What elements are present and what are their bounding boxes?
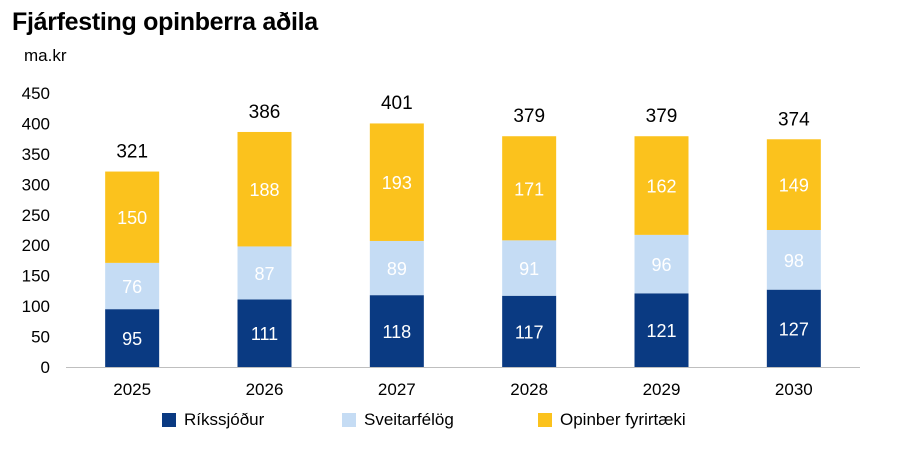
bar-segment-2025-series-1 <box>105 262 160 310</box>
bar-segment-2028-series-1 <box>502 240 557 296</box>
data-label-2029-series-2: 162 <box>646 177 676 197</box>
data-label-2028-series-1: 91 <box>519 259 539 279</box>
bar-segment-2027-series-0 <box>369 295 424 367</box>
bar-segment-2028-series-2 <box>502 136 557 241</box>
x-tick-label-2028: 2028 <box>510 380 548 399</box>
bar-segment-2029-series-1 <box>634 234 689 294</box>
chart-title: Fjárfesting opinberra aðila <box>12 8 318 36</box>
bar-segment-2030-series-2 <box>766 139 821 230</box>
bar-segment-2026-series-2 <box>237 131 292 247</box>
legend-item-opinber-fyrirtaeki: Opinber fyrirtæki <box>538 410 686 430</box>
data-label-2030-series-2: 149 <box>779 176 809 196</box>
total-label-2030: 374 <box>778 109 810 130</box>
bar-segment-2029-series-0 <box>634 293 689 367</box>
bar-segment-2025-series-0 <box>105 309 160 367</box>
legend-label-rikissjodur: Ríkssjóður <box>184 410 265 429</box>
data-label-2026-series-2: 188 <box>249 180 279 200</box>
data-label-2026-series-0: 111 <box>251 324 278 344</box>
bar-segment-2028-series-0 <box>502 295 557 367</box>
legend-item-sveitarfelog: Sveitarfélög <box>342 410 454 430</box>
data-label-2025-series-2: 150 <box>117 208 147 228</box>
x-tick-label-2029: 2029 <box>643 380 681 399</box>
data-label-2025-series-1: 76 <box>122 277 142 297</box>
total-label-2029: 379 <box>646 106 678 127</box>
bar-segment-2026-series-1 <box>237 246 292 300</box>
x-tick-label-2025: 2025 <box>113 380 151 399</box>
x-tick-label-2027: 2027 <box>378 380 416 399</box>
legend-item-rikissjodur: Ríkssjóður <box>162 410 264 430</box>
y-tick-label-300: 300 <box>22 175 50 194</box>
data-label-2026-series-1: 87 <box>254 264 274 284</box>
bar-segment-2027-series-2 <box>369 123 424 241</box>
legend-label-opinber-fyrirtaeki: Opinber fyrirtæki <box>560 410 686 429</box>
legend-label-sveitarfelog: Sveitarfélög <box>364 410 454 429</box>
y-tick-label-400: 400 <box>22 114 50 133</box>
data-label-2029-series-0: 121 <box>646 321 676 341</box>
data-label-2028-series-0: 117 <box>515 322 544 342</box>
bar-segment-2030-series-0 <box>766 289 821 367</box>
data-label-2027-series-1: 89 <box>387 259 407 279</box>
y-axis-unit-label: ma.kr <box>24 46 67 65</box>
x-tick-label-2026: 2026 <box>246 380 284 399</box>
data-label-2027-series-0: 118 <box>382 322 411 342</box>
y-tick-label-200: 200 <box>22 236 50 255</box>
data-label-2030-series-0: 127 <box>779 319 809 339</box>
y-tick-label-450: 450 <box>22 84 50 103</box>
y-tick-label-150: 150 <box>22 267 50 286</box>
y-tick-label-350: 350 <box>22 145 50 164</box>
y-tick-label-250: 250 <box>22 206 50 225</box>
total-label-2026: 386 <box>249 102 281 123</box>
data-label-2027-series-2: 193 <box>382 173 412 193</box>
total-label-2027: 401 <box>381 93 413 114</box>
y-tick-label-50: 50 <box>31 328 50 347</box>
total-label-2025: 321 <box>116 142 148 163</box>
x-tick-label-2030: 2030 <box>775 380 813 399</box>
data-label-2028-series-2: 171 <box>514 179 544 199</box>
total-label-2028: 379 <box>513 106 545 127</box>
bar-segment-2026-series-0 <box>237 299 292 367</box>
legend: Ríkssjóður Sveitarfélög Opinber fyrirtæk… <box>0 410 900 436</box>
legend-swatch-opinber-fyrirtaeki <box>538 413 552 427</box>
bar-segment-2027-series-1 <box>369 240 424 296</box>
stacked-bar-chart: 0 50 100 150 200 250 300 350 400 450 95 76 150 321 202… <box>22 84 860 399</box>
y-tick-label-0: 0 <box>41 358 50 377</box>
data-label-2029-series-1: 96 <box>651 255 671 275</box>
data-label-2030-series-1: 98 <box>784 251 804 271</box>
legend-swatch-rikissjodur <box>162 413 176 427</box>
bar-segment-2030-series-1 <box>766 230 821 290</box>
y-tick-label-100: 100 <box>22 297 50 316</box>
legend-swatch-sveitarfelog <box>342 413 356 427</box>
bar-segment-2025-series-2 <box>105 171 160 263</box>
bar-segment-2029-series-2 <box>634 136 689 235</box>
data-label-2025-series-0: 95 <box>122 329 142 349</box>
